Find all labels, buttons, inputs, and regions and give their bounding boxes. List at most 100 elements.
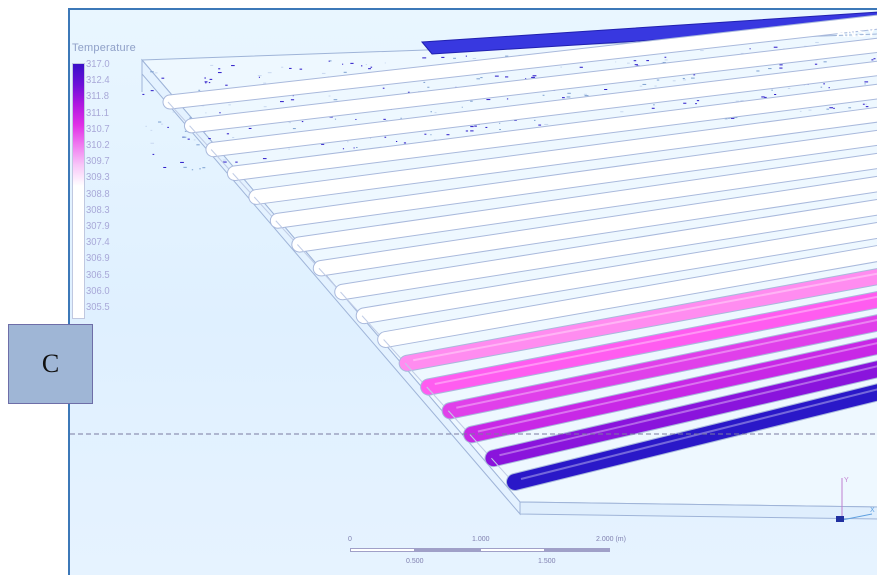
- mesh-speckle: [829, 87, 830, 88]
- legend-label: 306.9: [86, 253, 110, 264]
- mesh-speckle: [150, 71, 154, 72]
- mesh-speckle: [150, 143, 154, 144]
- mesh-speckle: [634, 60, 637, 61]
- mesh-speckle: [697, 100, 699, 101]
- mesh-speckle: [219, 112, 220, 113]
- legend-label: 310.7: [86, 124, 110, 135]
- mesh-speckle: [731, 118, 735, 119]
- mesh-speckle: [768, 68, 771, 69]
- mesh-speckle: [289, 68, 292, 69]
- 3d-viewport[interactable]: [68, 8, 877, 575]
- mesh-speckle: [695, 103, 697, 104]
- mesh-speckle: [474, 126, 477, 127]
- mesh-speckle: [871, 59, 873, 60]
- mesh-speckle: [150, 130, 152, 131]
- mesh-speckle: [466, 130, 468, 131]
- mesh-speckle: [873, 58, 875, 59]
- panel-label: C: [8, 324, 93, 404]
- mesh-speckle: [430, 134, 431, 135]
- mesh-speckle: [560, 67, 562, 68]
- mesh-speckle: [404, 142, 406, 143]
- mesh-speckle: [683, 103, 686, 104]
- mesh-speckle: [218, 68, 220, 69]
- mesh-speckle: [424, 134, 426, 135]
- mesh-speckle: [673, 80, 676, 81]
- mesh-speckle: [335, 119, 336, 120]
- mesh-speckle: [356, 147, 358, 148]
- mesh-speckle: [281, 67, 283, 68]
- mesh-speckle: [499, 123, 500, 124]
- mesh-speckle: [209, 82, 210, 83]
- mesh-speckle: [470, 101, 473, 102]
- mesh-speckle: [173, 112, 174, 113]
- mesh-speckle: [180, 162, 184, 163]
- mesh-speckle: [329, 96, 331, 97]
- legend-label: 311.8: [86, 91, 109, 102]
- mesh-speckle: [368, 68, 371, 69]
- mesh-speckle: [683, 78, 685, 79]
- mesh-speckle: [210, 65, 213, 66]
- legend-title: Temperature: [72, 42, 136, 54]
- legend-label: 305.5: [86, 302, 110, 313]
- mesh-speckle: [665, 59, 668, 60]
- mesh-speckle: [264, 106, 267, 107]
- mesh-speckle: [823, 83, 825, 84]
- mesh-speckle: [864, 81, 868, 82]
- scale-label-2000: 2.000 (m): [596, 536, 626, 543]
- mesh-speckle: [543, 95, 545, 96]
- mesh-speckle: [383, 119, 385, 120]
- mesh-speckle: [223, 159, 226, 160]
- heat-exchanger-model: [70, 10, 877, 575]
- mesh-speckle: [788, 88, 790, 89]
- mesh-speckle: [544, 124, 548, 125]
- mesh-speckle: [155, 72, 158, 73]
- legend-label: 308.3: [86, 205, 110, 216]
- legend-label: 317.0: [86, 59, 110, 70]
- mesh-speckle: [824, 61, 827, 62]
- mesh-speckle: [584, 94, 587, 95]
- mesh-speckle: [531, 77, 535, 78]
- mesh-speckle: [615, 61, 616, 62]
- mesh-speckle: [646, 60, 649, 61]
- legend-label: 308.8: [86, 189, 110, 200]
- mesh-speckle: [829, 107, 833, 108]
- legend-label: 306.0: [86, 286, 110, 297]
- mesh-speckle: [691, 78, 695, 79]
- mesh-speckle: [347, 141, 349, 142]
- mesh-speckle: [654, 86, 656, 87]
- scale-bar-graphic: [350, 548, 610, 552]
- mesh-speckle: [665, 57, 667, 58]
- mesh-speckle: [232, 137, 234, 138]
- mesh-speckle: [864, 83, 865, 84]
- mesh-speckle: [441, 57, 444, 58]
- mesh-speckle: [400, 118, 401, 119]
- mesh-speckle: [779, 68, 782, 69]
- mesh-speckle: [774, 94, 776, 95]
- mesh-speckle: [486, 99, 490, 100]
- mesh-speckle: [182, 137, 186, 138]
- mesh-speckle: [383, 88, 385, 89]
- triad-origin: [836, 516, 844, 522]
- triad-x-label: X: [870, 507, 875, 514]
- mesh-speckle: [833, 108, 835, 109]
- mesh-speckle: [199, 168, 201, 169]
- mesh-speckle: [227, 133, 229, 134]
- mesh-speckle: [210, 79, 213, 80]
- mesh-speckle: [145, 126, 147, 127]
- mesh-speckle: [585, 95, 589, 96]
- mesh-speckle: [538, 125, 541, 126]
- mesh-speckle: [652, 108, 655, 109]
- mesh-speckle: [756, 70, 759, 71]
- triad-y-label: Y: [844, 477, 849, 484]
- mesh-speckle: [562, 97, 565, 98]
- mesh-speckle: [567, 93, 570, 94]
- legend-label: 309.7: [86, 156, 110, 167]
- mesh-speckle: [700, 50, 704, 51]
- mesh-speckle: [396, 141, 397, 142]
- axis-triad[interactable]: Y X: [826, 470, 877, 530]
- mesh-speckle: [153, 154, 155, 155]
- mesh-speckle: [205, 82, 206, 83]
- mesh-speckle: [235, 162, 237, 163]
- mesh-speckle: [343, 148, 344, 149]
- triad-x-axis: [842, 514, 872, 520]
